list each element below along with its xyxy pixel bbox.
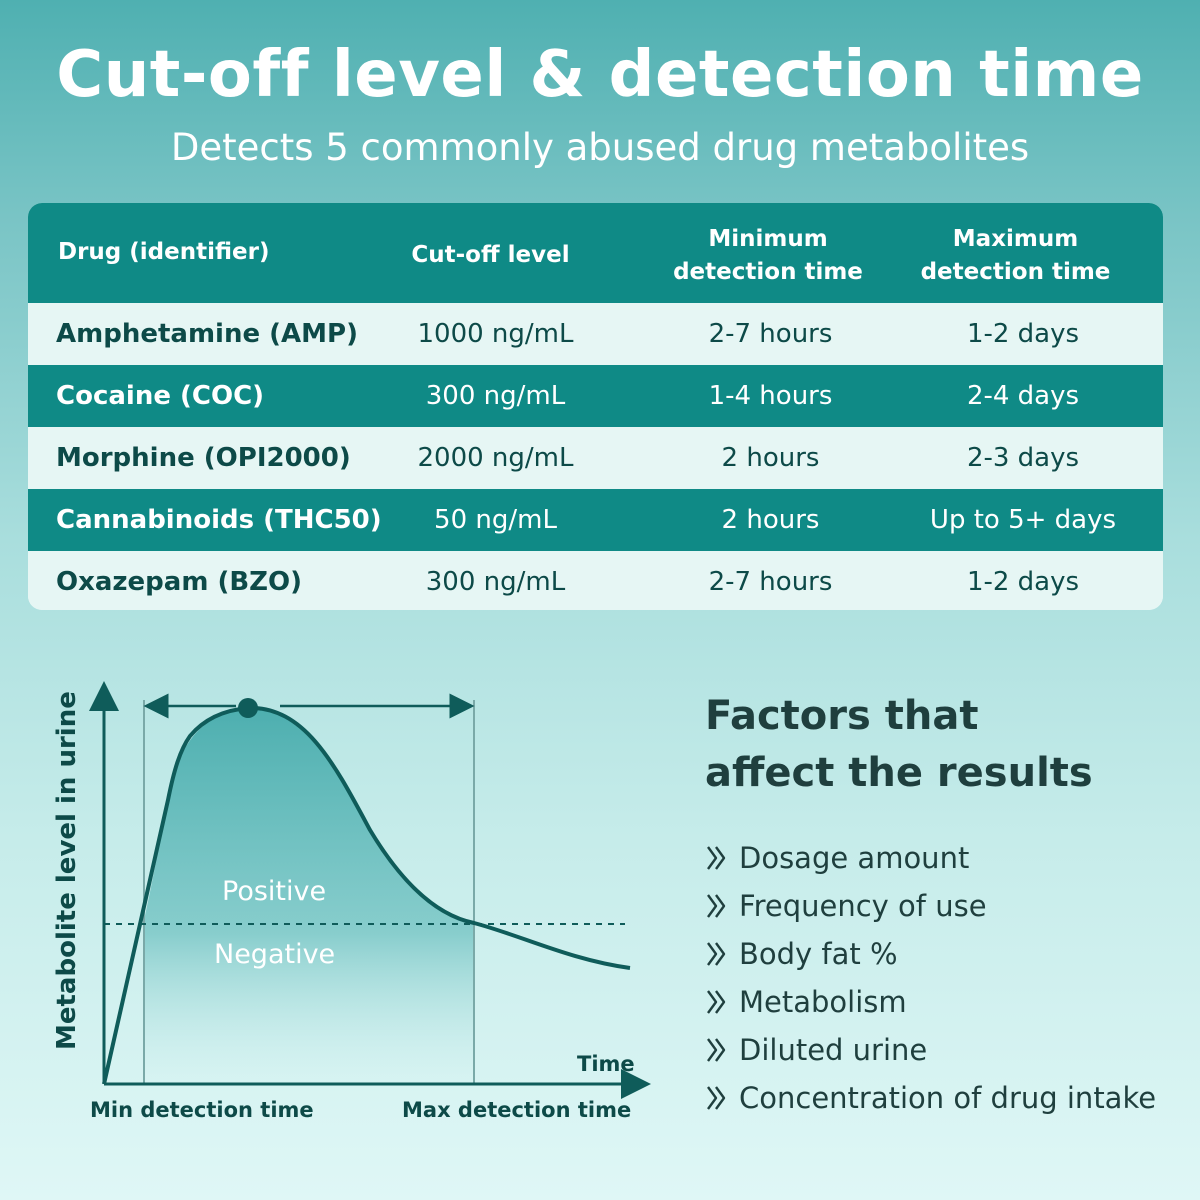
double-chevron-icon: [707, 990, 726, 1014]
negative-zone-label: Negative: [214, 939, 336, 970]
max-detection-label: Max detection time: [402, 1098, 632, 1122]
min-detection-time: 2 hours: [721, 505, 820, 535]
min-detection-time: 2-7 hours: [708, 319, 833, 349]
double-chevron-icon: [707, 846, 726, 870]
drug-name: Cannabinoids (THC50): [56, 505, 382, 535]
factors-title: Factors that affect the results: [705, 688, 1175, 802]
drug-name: Amphetamine (AMP): [56, 319, 358, 349]
table-row: Cocaine (COC) 300 ng/mL 1-4 hours 2-4 da…: [28, 365, 1163, 427]
header-min-line1: Minimum: [708, 226, 828, 252]
factor-label: Dosage amount: [739, 841, 970, 875]
cutoff-level: 300 ng/mL: [425, 381, 566, 411]
factors-title-line2: affect the results: [705, 750, 1093, 796]
metabolite-curve: [102, 705, 631, 1085]
cutoff-level: 300 ng/mL: [425, 567, 566, 597]
table-header-row: Drug (identifier) Cut-off level Minimum …: [28, 203, 1163, 303]
x-axis-label: Time: [577, 1052, 635, 1076]
header-drug: Drug (identifier): [58, 239, 270, 265]
header-min-detection: Minimum detection time: [653, 223, 883, 289]
y-axis-label: Metabolite level in urine: [52, 691, 82, 1050]
header-cutoff: Cut-off level: [411, 242, 570, 268]
drug-name: Oxazepam (BZO): [56, 567, 303, 597]
peak-point: [238, 698, 258, 718]
factors-title-line1: Factors that: [705, 693, 979, 739]
double-chevron-icon: [707, 942, 726, 966]
double-chevron-icon: [707, 1086, 726, 1110]
cutoff-level: 2000 ng/mL: [417, 443, 574, 473]
list-item: Dosage amount: [705, 834, 1185, 882]
double-chevron-icon: [707, 894, 726, 918]
detection-window-area: [144, 707, 474, 1084]
max-detection-time: 1-2 days: [966, 567, 1080, 597]
max-detection-time: Up to 5+ days: [929, 505, 1117, 535]
detection-table: Drug (identifier) Cut-off level Minimum …: [28, 203, 1163, 610]
header-max-line2: detection time: [920, 259, 1111, 285]
table-row: Amphetamine (AMP) 1000 ng/mL 2-7 hours 1…: [28, 303, 1163, 365]
table-row: Cannabinoids (THC50) 50 ng/mL 2 hours Up…: [28, 489, 1163, 551]
drug-name: Cocaine (COC): [56, 381, 265, 411]
min-detection-time: 1-4 hours: [708, 381, 833, 411]
drug-name: Morphine (OPI2000): [56, 443, 351, 473]
detection-curve-diagram: [40, 670, 660, 1140]
double-chevron-icon: [707, 1038, 726, 1062]
list-item: Frequency of use: [705, 882, 1185, 930]
positive-zone-label: Positive: [222, 876, 327, 907]
page-subtitle: Detects 5 commonly abused drug metabolit…: [170, 126, 1030, 169]
min-detection-time: 2-7 hours: [708, 567, 833, 597]
factor-label: Frequency of use: [739, 889, 987, 923]
max-detection-time: 2-4 days: [966, 381, 1080, 411]
max-detection-time: 1-2 days: [966, 319, 1080, 349]
page-title: Cut-off level & detection time: [56, 38, 1144, 112]
cutoff-level: 50 ng/mL: [434, 505, 557, 535]
list-item: Metabolism: [705, 978, 1185, 1026]
factor-label: Concentration of drug intake: [739, 1081, 1157, 1115]
table-row: Oxazepam (BZO) 300 ng/mL 2-7 hours 1-2 d…: [28, 551, 1163, 610]
header-min-line2: detection time: [673, 259, 863, 285]
factor-label: Diluted urine: [739, 1033, 928, 1067]
min-detection-label: Min detection time: [90, 1098, 314, 1122]
factor-label: Metabolism: [739, 985, 907, 1019]
header-max-detection: Maximum detection time: [898, 223, 1133, 289]
factor-label: Body fat %: [739, 937, 898, 971]
table-row: Morphine (OPI2000) 2000 ng/mL 2 hours 2-…: [28, 427, 1163, 489]
factors-list: Dosage amount Frequency of use Body fat …: [705, 834, 1185, 1122]
max-detection-time: 2-3 days: [966, 443, 1080, 473]
list-item: Diluted urine: [705, 1026, 1185, 1074]
list-item: Concentration of drug intake: [705, 1074, 1185, 1122]
min-detection-time: 2 hours: [721, 443, 820, 473]
cutoff-level: 1000 ng/mL: [417, 319, 574, 349]
list-item: Body fat %: [705, 930, 1185, 978]
header-max-line1: Maximum: [952, 226, 1079, 252]
